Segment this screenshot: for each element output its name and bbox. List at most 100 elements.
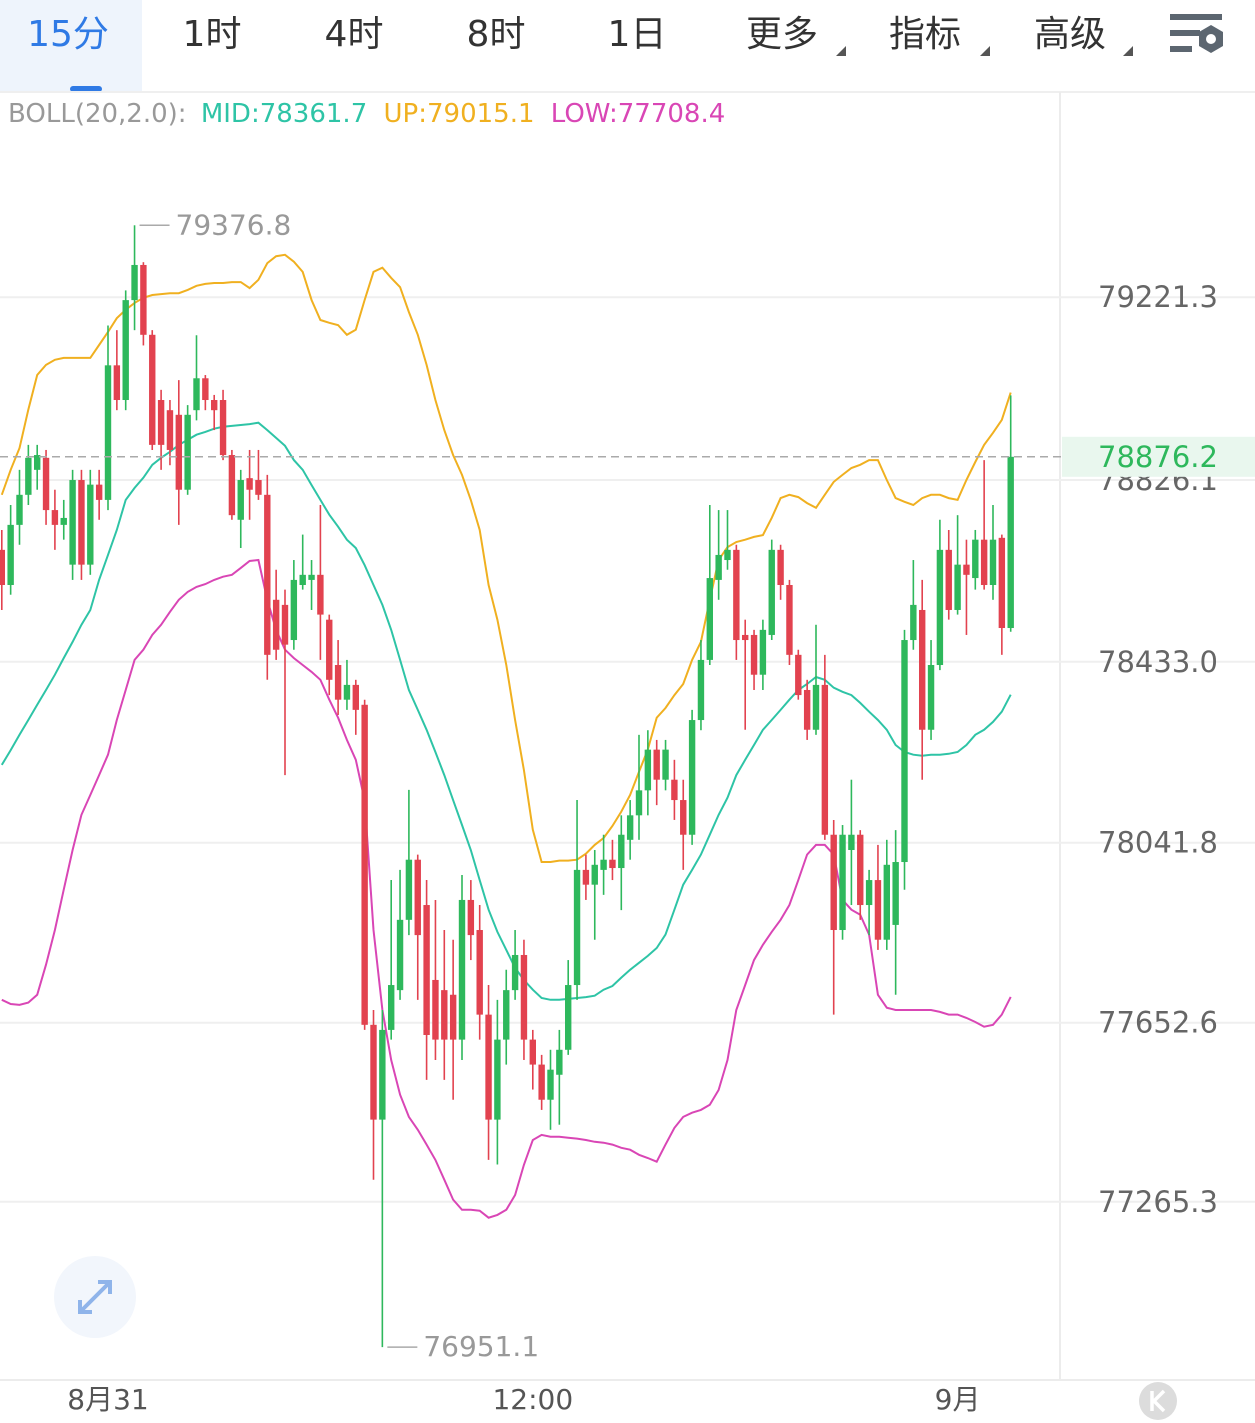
tab[interactable]: 15分 (27, 14, 109, 55)
active-tab-indicator (70, 86, 102, 92)
candle-body (25, 457, 32, 495)
expand-button[interactable] (54, 1256, 136, 1338)
candle-body (715, 554, 722, 580)
tab[interactable]: 8时 (467, 14, 526, 55)
candle-body (573, 869, 581, 986)
price-tag-bg (1062, 436, 1255, 477)
candle-body (547, 1069, 554, 1100)
candle-body (290, 579, 298, 641)
candle-body (919, 609, 926, 730)
candle-body (830, 834, 837, 931)
candle-body (405, 859, 413, 920)
candle-body (662, 749, 669, 780)
k-button[interactable] (1139, 1382, 1177, 1420)
candle-body (980, 539, 988, 586)
candle-body (644, 749, 652, 791)
candle-body (865, 880, 873, 906)
candle-body (777, 549, 784, 586)
candle-body (538, 1064, 545, 1100)
candle-body (609, 859, 616, 869)
candle-body (750, 634, 758, 675)
candle-body (724, 549, 731, 561)
tab[interactable]: 4时 (325, 14, 384, 55)
y-tick-label: 78041.8 (1098, 826, 1218, 860)
candle-body (370, 1024, 377, 1120)
candle-body (149, 334, 156, 445)
candle-body (219, 400, 227, 456)
candle-body (680, 800, 687, 835)
candle-body (255, 480, 262, 495)
candle-body (812, 684, 820, 730)
tab[interactable]: 1时 (183, 14, 242, 55)
tab[interactable]: 指标 (889, 14, 961, 55)
legend-label: UP: (384, 99, 427, 129)
active-tab-bg (0, 0, 142, 92)
candle-body (334, 665, 342, 700)
legend-indicator: BOLL(20,2.0): (8, 99, 187, 129)
candle-body (449, 994, 457, 1040)
candle-body (281, 604, 289, 645)
candle-body (821, 684, 829, 835)
candle-body (467, 899, 475, 936)
candle-body (803, 689, 811, 730)
y-tick-label: 79221.3 (1098, 280, 1218, 314)
candle-body (228, 455, 236, 516)
candle-body (16, 494, 23, 525)
candle-body (343, 684, 351, 700)
icon-bar (1170, 46, 1192, 52)
candle-body (379, 1029, 386, 1120)
candle-body (998, 537, 1006, 629)
candle-body (87, 484, 94, 565)
candle-body (264, 494, 271, 655)
candle-body (184, 414, 191, 490)
boll-line (0, 253, 1012, 863)
candle-body (175, 414, 182, 490)
k-glyph (1150, 1389, 1166, 1413)
candle-body (1007, 456, 1014, 629)
candle-body (706, 578, 713, 660)
settings-icon[interactable] (1170, 14, 1223, 53)
y-tick-label: 77265.3 (1098, 1185, 1218, 1219)
y-tick-label: 77652.6 (1098, 1006, 1218, 1040)
candle-body (432, 979, 439, 1040)
expand-arrows (78, 1280, 112, 1314)
button-bg (1139, 1382, 1177, 1420)
x-tick-label: 8月31 (67, 1383, 148, 1416)
x-tick-label: 12:00 (492, 1383, 573, 1416)
candle-body (476, 930, 483, 1015)
candle-body (423, 905, 430, 1035)
candle-body (308, 574, 315, 580)
candle-body (396, 919, 404, 991)
dropdown-caret (1123, 46, 1133, 56)
candle-body (122, 300, 129, 401)
candle-body (653, 749, 660, 780)
candle-body (7, 524, 14, 586)
tab[interactable]: 更多 (746, 14, 818, 55)
candle-body (166, 410, 174, 450)
candle-body (520, 954, 528, 1040)
candle-body (989, 539, 997, 586)
tab[interactable]: 高级 (1034, 14, 1106, 55)
candle-body (131, 264, 138, 301)
candle-body (361, 704, 368, 1025)
legend-label: MID: (201, 99, 260, 129)
candle-body (927, 665, 935, 730)
candle-body (839, 834, 846, 931)
candle-body (697, 659, 705, 721)
candle-body (272, 599, 280, 650)
candle-body (458, 899, 466, 1040)
candle-body (529, 1039, 536, 1065)
candle-body (556, 1049, 563, 1075)
candle-body (795, 654, 802, 696)
candle-body (388, 985, 395, 1030)
candle-body (95, 484, 103, 500)
candle-body (768, 549, 775, 635)
candle-body (0, 549, 6, 586)
candle-body (51, 510, 59, 525)
candle-body (688, 720, 696, 835)
candle-body (60, 517, 67, 525)
candle-body (892, 862, 899, 925)
candle-body (786, 585, 793, 655)
candle-body (299, 574, 306, 586)
tab[interactable]: 1日 (608, 14, 667, 55)
